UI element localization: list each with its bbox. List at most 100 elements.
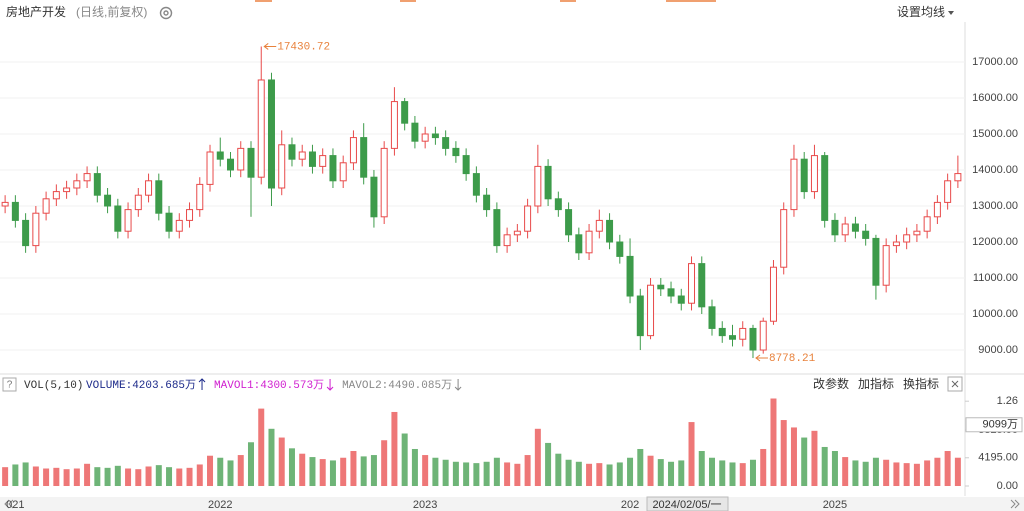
volume-bar <box>504 462 511 487</box>
panel-button[interactable]: 加指标 <box>858 376 894 391</box>
candle-body <box>32 212 40 247</box>
volume-bar <box>473 463 480 487</box>
candle-body <box>636 295 644 337</box>
volume-bar <box>442 459 449 487</box>
candle-body <box>954 173 962 182</box>
y-tick-label: 15000.00 <box>972 128 1018 140</box>
volume-bar <box>452 461 459 487</box>
candle-body <box>851 223 859 232</box>
candle-body <box>93 173 101 196</box>
candle-body <box>923 216 931 232</box>
volume-bar <box>155 465 162 487</box>
candle-body <box>206 151 214 185</box>
volume-bar <box>913 463 920 487</box>
y-tick-label: 9000.00 <box>978 344 1018 356</box>
help-icon[interactable]: ? <box>7 380 13 391</box>
scroll-left-2[interactable] <box>8 499 14 509</box>
readout-arrow <box>326 379 334 391</box>
chart-subtitle: (日线,前复权) <box>76 4 147 19</box>
volume-bar <box>934 457 941 487</box>
candle-body <box>267 79 275 189</box>
close-icon[interactable] <box>951 380 959 388</box>
candle-body <box>544 165 552 200</box>
candle-body <box>841 223 849 236</box>
volume-bar <box>278 437 285 487</box>
volume-bar <box>22 462 29 487</box>
volume-bar <box>422 455 429 487</box>
volume-readout: VOLUME:4203.685万 <box>86 379 196 392</box>
volume-bar <box>729 462 736 487</box>
candle-body <box>565 209 573 236</box>
candle-body <box>104 194 112 207</box>
volume-bar <box>872 457 879 487</box>
volume-bar <box>247 442 254 487</box>
candle-body <box>370 176 378 218</box>
crosshair-label: 2024/02/05/一 <box>652 499 721 511</box>
volume-bar <box>883 459 890 487</box>
close-box[interactable] <box>947 376 963 392</box>
candle-body <box>42 198 50 214</box>
scroll-right[interactable] <box>1010 499 1016 509</box>
y-tick-label: 12000.00 <box>972 236 1018 248</box>
candle-body <box>728 335 736 340</box>
candle-body <box>175 219 183 232</box>
volume-bar <box>524 455 531 487</box>
candle-body <box>462 155 470 175</box>
ma-settings-button[interactable]: 设置均线 <box>897 5 945 19</box>
panel-button[interactable]: 换指标 <box>903 376 939 391</box>
volume-bar <box>207 455 214 487</box>
volume-bar <box>114 465 121 487</box>
candle-body <box>186 209 194 221</box>
volume-bar <box>668 461 675 487</box>
x-tick-label: 2022 <box>208 499 232 511</box>
volume-readout: MAVOL1:4300.573万 <box>214 379 324 392</box>
y2-tick-label: 1.26 <box>997 395 1018 407</box>
scroll-left[interactable] <box>4 499 10 509</box>
volume-bar <box>831 451 838 487</box>
candle-body <box>124 209 132 232</box>
volume-bar <box>63 469 70 487</box>
y-tick-label: 13000.00 <box>972 200 1018 212</box>
scroll-right-2[interactable] <box>1014 499 1020 509</box>
y-tick-label: 11000.00 <box>973 272 1018 284</box>
candle-body <box>882 245 890 286</box>
volume-bar <box>760 448 767 487</box>
candle-body <box>257 79 265 178</box>
volume-bar <box>688 422 695 487</box>
volume-marker-box <box>965 417 1023 433</box>
candle-body <box>739 327 747 340</box>
volume-bar <box>637 448 644 487</box>
volume-bar <box>862 461 869 487</box>
volume-bar <box>370 455 377 487</box>
candle-body <box>411 122 419 142</box>
volume-bar <box>903 463 910 487</box>
volume-readout: MAVOL2:4490.085万 <box>342 379 452 392</box>
volume-bar <box>606 464 613 487</box>
candle-body <box>933 201 941 218</box>
candle-body <box>22 219 30 247</box>
volume-bar <box>411 448 418 487</box>
volume-bar <box>709 457 716 487</box>
candle-body <box>493 209 501 247</box>
candle-body <box>626 255 634 297</box>
volume-bar <box>84 463 91 487</box>
help-box[interactable] <box>2 377 17 392</box>
candle-body <box>831 219 839 236</box>
candle-body <box>83 173 91 182</box>
panel-button[interactable]: 改参数 <box>813 376 849 391</box>
readout-arrow <box>454 379 462 391</box>
x-tick-label: 2023 <box>413 499 437 511</box>
volume-bar <box>176 468 183 487</box>
candle-body <box>155 180 163 214</box>
volume-bar <box>401 433 408 487</box>
volume-bar <box>545 442 552 487</box>
volume-bar <box>852 460 859 487</box>
volume-bar <box>73 468 80 487</box>
volume-bar <box>954 457 961 487</box>
candle-body <box>196 183 204 211</box>
volume-bar <box>749 459 756 487</box>
volume-bar <box>627 457 634 487</box>
settings-gear[interactable] <box>159 6 173 20</box>
volume-bar <box>125 468 132 487</box>
candle-body <box>452 147 460 157</box>
